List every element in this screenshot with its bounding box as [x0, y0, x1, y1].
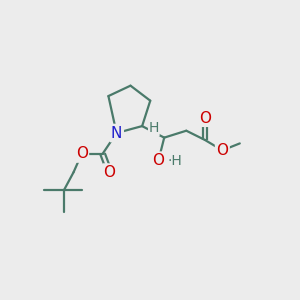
Text: O: O — [152, 153, 164, 168]
Text: H: H — [148, 122, 159, 135]
Text: N: N — [111, 125, 122, 140]
Text: O: O — [216, 143, 228, 158]
Text: O: O — [152, 153, 164, 168]
Text: O: O — [76, 146, 88, 161]
Text: ·H: ·H — [168, 154, 182, 168]
Text: O: O — [199, 110, 211, 125]
Text: O: O — [152, 153, 164, 168]
Text: O: O — [103, 165, 116, 180]
